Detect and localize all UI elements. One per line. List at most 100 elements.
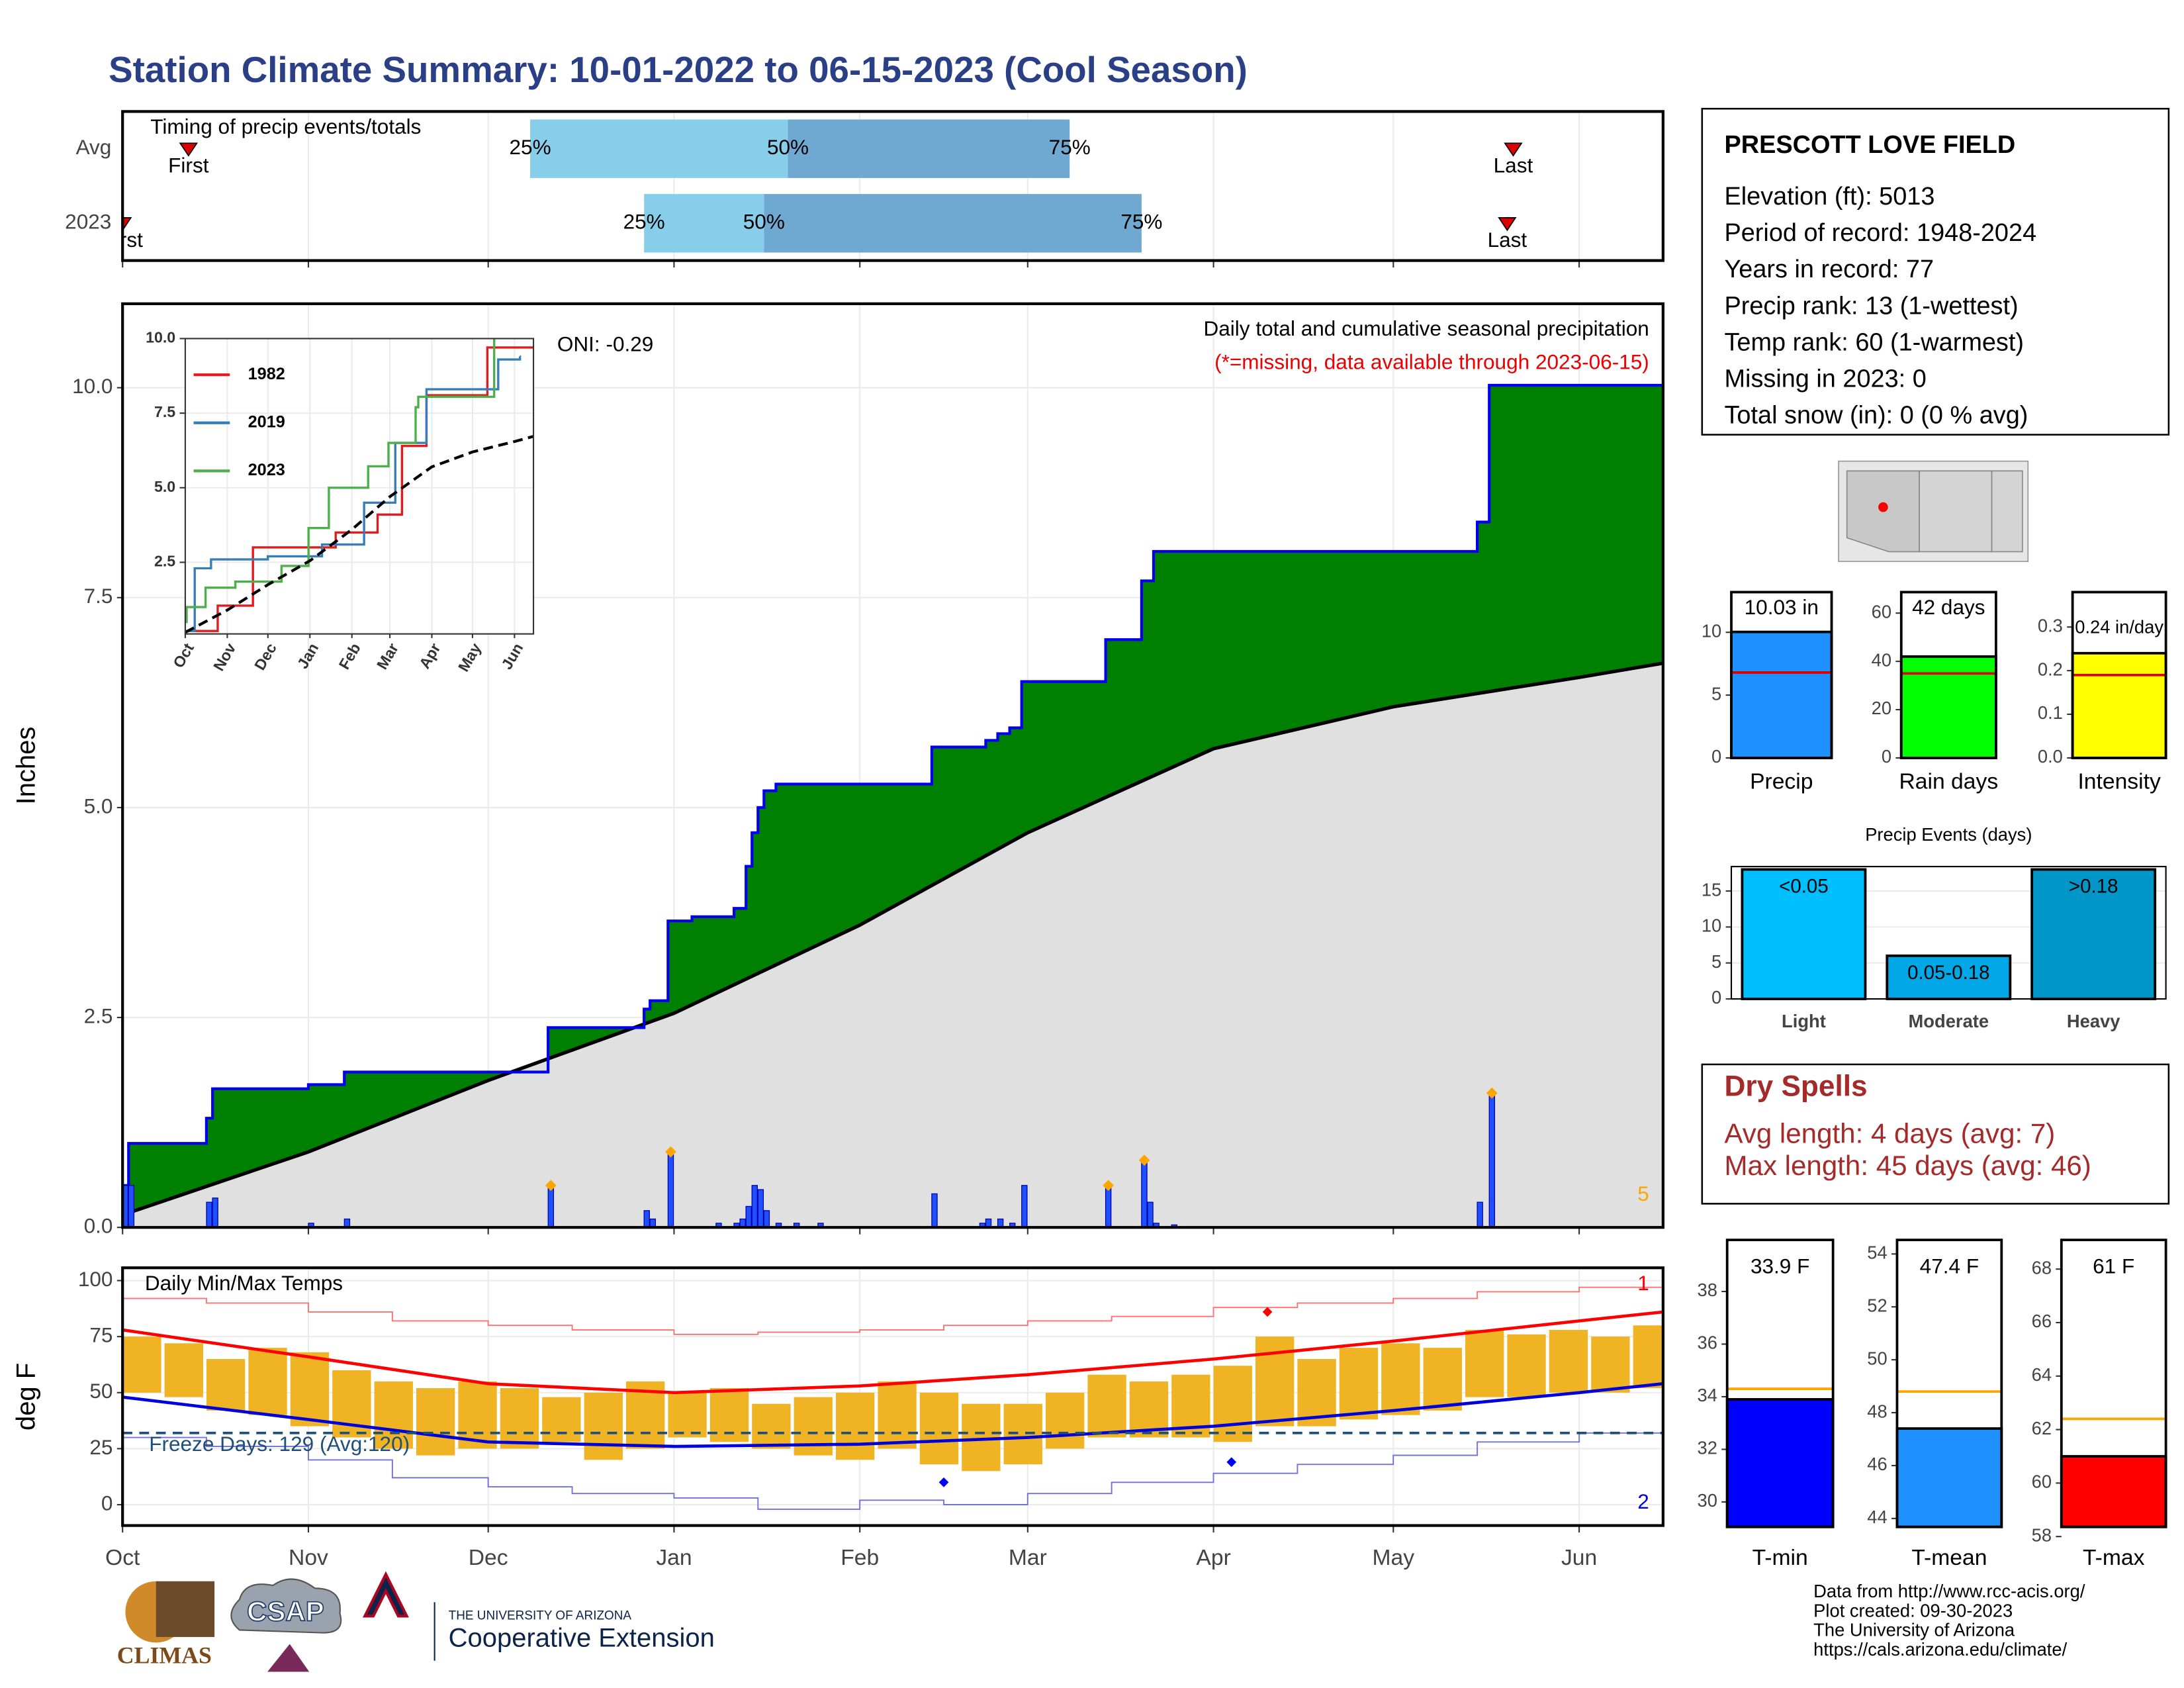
y-tick-label: 54	[1867, 1243, 1887, 1263]
bar	[1899, 655, 1997, 759]
value-label: 47.4 F	[1920, 1254, 1979, 1278]
dry-spells-box	[1701, 1063, 2170, 1205]
daily-precip-bar	[206, 1201, 212, 1228]
bin-label: >0.18	[2069, 876, 2118, 898]
x-tick-label: Heavy	[2067, 1011, 2120, 1031]
bar	[1741, 868, 1867, 1000]
y-tick-label: Avg	[76, 135, 112, 159]
y-tick-label: 5	[1711, 951, 1721, 972]
temp-range-bar	[122, 1336, 161, 1393]
daily-precip-flag	[545, 1180, 557, 1192]
legend-label: 1982	[248, 365, 285, 383]
x-tick-label: T-max	[2083, 1546, 2145, 1570]
panel-frame	[1895, 1239, 2003, 1528]
temp-range-bar	[752, 1403, 791, 1449]
y-tick-label: 2.5	[84, 1004, 113, 1027]
y-tick-label: 7.5	[84, 584, 113, 608]
panel-frame	[1730, 590, 1833, 759]
daily-precip-bar	[308, 1223, 314, 1228]
daily-precip-bar	[667, 1151, 674, 1228]
y-tick-label: 10	[1702, 620, 1721, 641]
quartile-label: 25%	[623, 210, 665, 234]
bin-label: 0.05-0.18	[1907, 962, 1989, 984]
normal-line	[122, 1310, 1663, 1395]
station-line: Years in record: 77	[1724, 256, 1934, 283]
corner-label: 1	[1637, 1271, 1649, 1295]
temp-range-bar	[1381, 1343, 1420, 1415]
csap-logo: CSAP	[247, 1595, 324, 1626]
daily-precip-flag	[1138, 1154, 1150, 1166]
y-tick-label: 0.0	[2038, 746, 2063, 767]
panel-frame	[1730, 866, 2167, 1000]
station-name: PRESCOTT LOVE FIELD	[1724, 131, 2015, 159]
panel-title: Timing of precip events/totals	[150, 115, 421, 138]
station-line: Temp rank: 60 (1-warmest)	[1724, 328, 2024, 356]
daily-precip-bar	[1105, 1185, 1112, 1228]
y-axis-title: Inches	[12, 727, 41, 805]
y-tick-label: 5	[1711, 683, 1721, 704]
y-tick-label: 60	[2032, 1472, 2052, 1492]
corner-label: 5	[1637, 1182, 1649, 1205]
daily-precip-bar	[128, 1185, 135, 1228]
x-tick-label: Nov	[289, 1546, 328, 1570]
panel-frame	[121, 1266, 1664, 1527]
quartile-bar	[764, 194, 1142, 253]
station-box	[1701, 107, 2170, 436]
y-tick-label: 0.0	[84, 1214, 113, 1238]
bar	[2071, 651, 2167, 759]
y-tick-label: 10	[1702, 915, 1721, 936]
freeze-label: Freeze Days: 129 (Avg:120)	[149, 1432, 410, 1456]
map-state	[1991, 470, 2023, 553]
daily-precip-bar	[1141, 1160, 1148, 1228]
temp-range-bar	[1465, 1329, 1504, 1397]
map-state	[1919, 470, 1993, 553]
temp-range-bar	[290, 1352, 330, 1427]
x-tick-label: Apr	[1196, 1546, 1230, 1570]
y-tick-label: 15	[1702, 879, 1721, 900]
daily-precip-bar	[1009, 1223, 1016, 1228]
climas-logo-mark	[156, 1581, 215, 1637]
credits: Data from http://www.rcc-acis.org/Plot c…	[1813, 1581, 2085, 1660]
dry-spells-lines: Avg length: 4 days (avg: 7)Max length: 4…	[1724, 1117, 2091, 1180]
series-line	[185, 346, 534, 632]
y-tick-label: 48	[1867, 1401, 1887, 1421]
y-tick-label: 52	[1867, 1295, 1887, 1315]
quartile-bar	[530, 119, 788, 178]
daily-precip-bar	[212, 1197, 218, 1228]
x-tick-label: Light	[1782, 1011, 1826, 1031]
timing-marker-label: Last	[1488, 228, 1527, 252]
climas-logo: CLIMAS	[117, 1642, 212, 1669]
panel-frame	[121, 302, 1664, 1229]
corner-label: 2	[1637, 1489, 1649, 1513]
normal-line	[122, 661, 1663, 1217]
missing-note: (*=missing, data available through 2023-…	[1214, 350, 1649, 374]
daily-precip-bar	[817, 1223, 824, 1228]
y-axis-title: deg F	[12, 1363, 41, 1430]
x-tick-label: Feb	[841, 1546, 879, 1570]
y-tick-label: 50	[89, 1379, 113, 1403]
normal-line	[122, 1382, 1663, 1448]
y-tick-label: 40	[1872, 649, 1891, 670]
dry-spell-line: Avg length: 4 days (avg: 7)	[1724, 1117, 2055, 1149]
y-tick-label: 25	[89, 1435, 113, 1459]
daily-precip-bar	[1488, 1092, 1496, 1228]
daily-precip-bar	[1153, 1223, 1160, 1228]
legend-label: 2023	[248, 461, 285, 479]
y-tick-label: 0.3	[2038, 615, 2063, 635]
daily-precip-bar	[793, 1223, 800, 1228]
daily-precip-bar	[979, 1223, 986, 1228]
value-label: 0.24 in/day	[2075, 616, 2163, 637]
extreme-marker	[1226, 1457, 1237, 1468]
y-tick-label: 50	[1867, 1348, 1887, 1368]
x-tick-label: Rain days	[1899, 770, 1998, 794]
x-tick-label: Mar	[1009, 1546, 1047, 1570]
locator-map	[1838, 460, 2029, 563]
panel-frame	[121, 110, 1664, 262]
quartile-bar	[788, 119, 1070, 178]
panel-title: Daily total and cumulative seasonal prec…	[1203, 316, 1649, 340]
daily-precip-bar	[775, 1223, 782, 1228]
station-line: Period of record: 1948-2024	[1724, 219, 2036, 247]
bar	[1895, 1427, 2003, 1528]
y-tick-label: 7.5	[154, 403, 175, 420]
series-line	[185, 435, 534, 634]
